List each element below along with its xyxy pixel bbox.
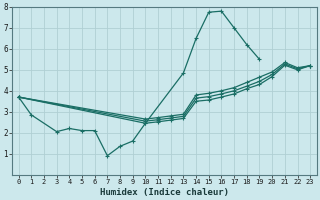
- X-axis label: Humidex (Indice chaleur): Humidex (Indice chaleur): [100, 188, 229, 197]
